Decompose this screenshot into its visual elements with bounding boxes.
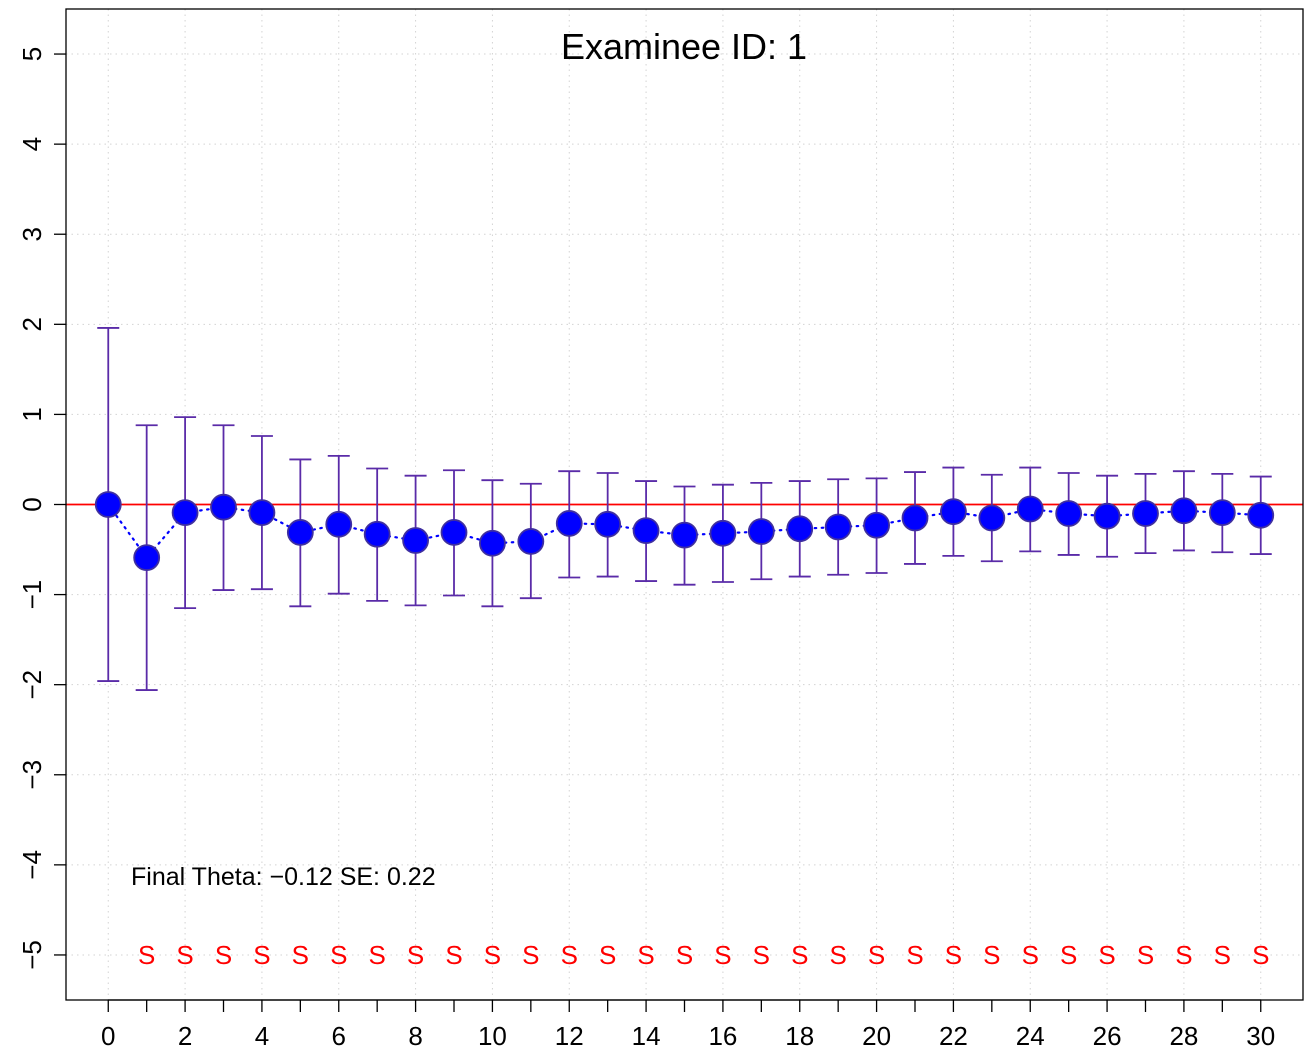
x-tick-label: 30 — [1246, 1021, 1275, 1051]
item-label: S — [1098, 940, 1115, 970]
theta-point — [824, 513, 852, 541]
x-tick-label: 0 — [101, 1021, 115, 1051]
y-tick-label: 4 — [17, 137, 47, 151]
item-label: S — [1022, 940, 1039, 970]
item-label: S — [368, 940, 385, 970]
item-label: S — [176, 940, 193, 970]
theta-point — [671, 521, 698, 549]
item-label: S — [753, 940, 770, 970]
axes: 0 2 4 6 8 10 12 14 16 18 20 22 24 26 28 30−5−4−3−2−1012… — [17, 47, 1275, 1051]
y-tick-label: 1 — [17, 407, 47, 421]
theta-point — [402, 527, 429, 554]
y-tick-label: 2 — [17, 317, 47, 331]
x-tick-label: 22 — [939, 1021, 968, 1051]
theta-point — [325, 510, 353, 538]
x-tick-label: 12 — [555, 1021, 584, 1051]
x-tick-label: 6 — [332, 1021, 346, 1051]
theta-point — [1247, 501, 1275, 529]
theta-point — [1170, 497, 1198, 525]
item-label: S — [253, 940, 270, 970]
x-tick-label: 26 — [1093, 1021, 1122, 1051]
item-label: S — [330, 940, 347, 970]
item-label: S — [561, 940, 578, 970]
item-label: S — [829, 940, 846, 970]
item-label: S — [445, 940, 462, 970]
theta-point — [171, 499, 199, 527]
theta-point — [709, 519, 737, 547]
item-label: S — [906, 940, 923, 970]
theta-point — [632, 517, 660, 545]
item-label: S — [599, 940, 616, 970]
x-tick-label: 2 — [178, 1021, 192, 1051]
item-label: S — [522, 940, 539, 970]
x-tick-label: 4 — [255, 1021, 269, 1051]
theta-point — [555, 510, 583, 537]
theta-point — [210, 493, 237, 521]
y-tick-label: −4 — [17, 850, 47, 880]
theta-point — [363, 520, 391, 548]
theta-point — [248, 499, 276, 527]
y-tick-label: −3 — [17, 760, 47, 790]
item-label: S — [1252, 940, 1269, 970]
y-tick-label: 5 — [17, 47, 47, 61]
y-tick-label: −5 — [17, 940, 47, 970]
chart-title: Examinee ID: 1 — [561, 26, 807, 67]
x-tick-label: 24 — [1016, 1021, 1045, 1051]
theta-point — [1016, 495, 1044, 523]
theta-point — [479, 529, 506, 557]
y-tick-label: 0 — [17, 497, 47, 511]
theta-point — [286, 519, 314, 546]
x-tick-label: 14 — [632, 1021, 661, 1051]
item-label: S — [983, 940, 1000, 970]
theta-point — [594, 510, 622, 538]
item-label: S — [637, 940, 654, 970]
item-label: S — [714, 940, 731, 970]
theta-point — [1093, 502, 1121, 530]
x-tick-label: 8 — [408, 1021, 422, 1051]
final-theta-annotation: Final Theta: −0.12 SE: 0.22 — [131, 863, 436, 891]
theta-point — [94, 491, 122, 518]
y-tick-label: −2 — [17, 670, 47, 700]
item-label: S — [868, 940, 885, 970]
theta-point — [863, 511, 890, 539]
item-label: S — [1175, 940, 1192, 970]
theta-point — [940, 498, 967, 526]
theta-point — [786, 515, 814, 543]
x-tick-label: 16 — [708, 1021, 737, 1051]
y-tick-label: 3 — [17, 227, 47, 241]
theta-point — [1132, 500, 1159, 527]
theta-point — [133, 544, 161, 572]
y-tick-label: −1 — [17, 580, 47, 610]
x-tick-label: 28 — [1169, 1021, 1198, 1051]
x-tick-label: 20 — [862, 1021, 891, 1051]
plot-frame — [65, 8, 1304, 1001]
theta-point — [1055, 500, 1083, 527]
x-tick-label: 18 — [785, 1021, 814, 1051]
item-label: S — [484, 940, 501, 970]
item-label: S — [215, 940, 232, 970]
theta-point — [1208, 499, 1236, 527]
item-label: S — [292, 940, 309, 970]
theta-points — [94, 491, 1275, 572]
item-label: S — [1214, 940, 1231, 970]
x-tick-label: 10 — [478, 1021, 507, 1051]
item-label: S — [407, 940, 424, 970]
item-label: S — [1060, 940, 1077, 970]
theta-point — [978, 504, 1006, 532]
theta-point — [440, 519, 468, 546]
item-label: S — [1137, 940, 1154, 970]
theta-point — [747, 518, 775, 545]
item-label: S — [791, 940, 808, 970]
theta-point — [517, 528, 545, 555]
theta-point — [901, 504, 929, 532]
item-label: S — [138, 940, 155, 970]
item-label: S — [945, 940, 962, 970]
item-label: S — [676, 940, 693, 970]
